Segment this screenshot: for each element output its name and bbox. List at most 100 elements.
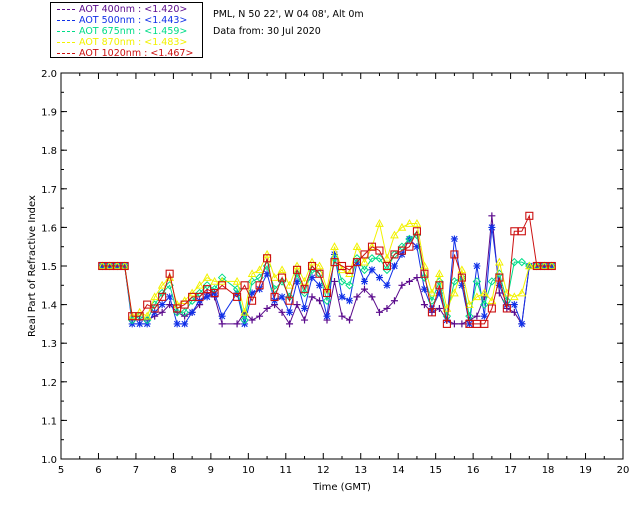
data-point-series-4 [180,300,189,309]
data-point-series-1 [548,262,556,270]
data-point-series-4 [382,261,392,271]
data-point-series-3 [217,276,227,285]
data-point-series-4 [405,242,414,251]
data-point-series-3 [524,261,534,270]
y-tick-label: 1.8 [41,146,57,157]
data-point-series-0 [301,316,309,324]
date-info: Data from: 30 Jul 2020 [213,26,321,37]
data-point-series-3 [397,222,407,231]
data-point-series-1 [495,281,503,289]
data-point-series-2 [487,277,497,286]
data-point-series-3 [382,253,392,262]
x-tick-label: 10 [242,465,255,476]
data-point-series-3 [509,292,519,301]
legend-label-500nm: AOT 500nm : <1.443> [79,15,188,26]
data-point-series-3 [270,273,279,281]
data-point-series-3 [457,265,467,274]
data-point-series-3 [247,269,257,278]
data-point-series-3 [187,288,197,297]
data-point-series-1 [338,293,346,301]
data-point-series-2 [180,308,189,317]
data-point-series-1 [286,308,294,316]
data-point-series-4 [307,261,317,271]
data-point-series-0 [413,274,421,282]
data-point-series-3 [285,280,294,289]
legend-swatch-500nm [57,20,75,21]
data-point-series-2 [465,311,474,321]
y-tick-label: 1.1 [41,416,57,427]
data-point-series-1 [345,297,353,305]
data-point-series-4 [270,292,279,301]
legend-swatch-400nm [57,9,75,10]
data-point-series-4 [150,304,159,313]
data-point-series-1 [450,235,458,243]
data-point-series-0 [286,320,294,328]
data-point-series-2 [247,277,257,286]
data-point-series-2 [337,277,347,286]
data-point-series-0 [450,320,458,328]
data-point-series-1 [413,243,421,251]
data-point-series-2 [412,230,422,240]
data-point-series-0 [375,308,383,316]
data-point-series-0 [308,293,316,301]
data-point-series-3 [135,307,145,316]
data-point-series-1 [278,293,286,301]
legend-entry-675nm: AOT 675nm : <1.459> [57,25,187,38]
data-point-series-4 [487,304,496,313]
data-point-series-0 [458,320,466,328]
x-tick-label: 16 [467,465,480,476]
data-point-series-2 [232,284,242,294]
data-point-series-4 [375,246,384,255]
data-point-series-4 [345,265,354,274]
data-point-series-0 [383,304,391,312]
data-point-series-3 [300,276,309,285]
data-point-series-2 [420,273,429,282]
data-point-series-4 [210,288,219,298]
data-point-series-3 [435,269,444,278]
x-tick-label: 17 [504,465,517,476]
y-axis-label: Real Part of Refractive Index [27,195,38,337]
data-point-series-1 [181,320,189,328]
data-point-series-1 [480,312,488,320]
data-point-series-2 [322,296,332,305]
legend-label-400nm: AOT 400nm : <1.420> [79,4,188,15]
legend-swatch-1020nm [57,53,75,54]
data-point-series-4 [435,281,444,290]
data-point-series-1 [390,262,398,270]
data-point-series-4 [547,261,556,271]
data-point-series-0 [293,301,301,309]
data-point-series-1 [308,274,316,282]
data-point-series-0 [233,320,241,328]
x-axis-label: Time (GMT) [312,482,371,493]
data-point-series-0 [405,277,413,285]
data-point-series-3 [495,257,504,266]
data-point-series-2 [262,261,272,271]
data-point-series-4 [480,319,489,328]
data-point-series-4 [427,308,436,317]
y-tick-label: 1.0 [41,455,57,466]
data-point-series-4 [352,258,362,267]
data-point-series-3 [480,288,489,297]
y-tick-label: 1.7 [41,185,57,196]
data-point-series-0 [218,320,226,328]
data-point-series-1 [458,281,466,289]
data-point-series-1 [383,281,391,289]
data-point-series-3 [150,292,160,301]
data-point-series-4 [263,254,272,263]
data-point-series-2 [472,277,482,286]
data-point-series-3 [277,265,287,274]
data-point-series-0 [368,293,376,301]
legend-swatch-870nm [57,42,75,43]
data-point-series-4 [525,211,534,220]
data-point-series-3 [367,242,377,250]
data-point-series-4 [457,273,466,282]
data-point-series-2 [525,261,534,271]
data-point-series-1 [218,312,226,320]
data-point-series-2 [300,288,309,298]
data-point-series-3 [375,219,384,227]
data-point-series-1 [173,320,181,328]
data-point-series-3 [405,219,414,227]
legend-swatch-675nm [57,31,75,32]
data-point-series-4 [158,292,167,301]
